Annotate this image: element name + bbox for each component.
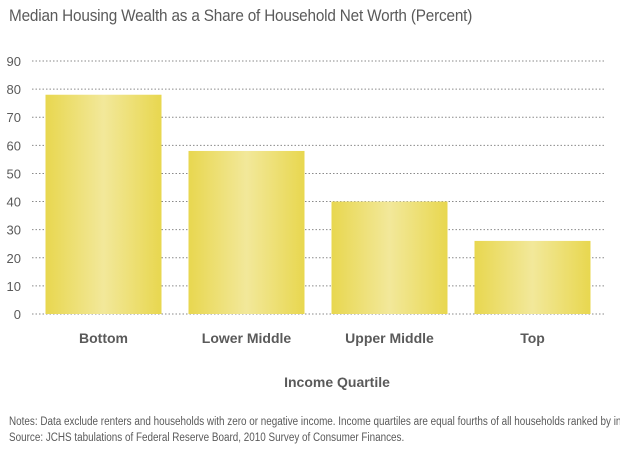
x-tick-label: Top: [520, 330, 545, 346]
source-line: Source: JCHS tabulations of Federal Rese…: [9, 432, 405, 444]
bar-top: [474, 240, 591, 314]
y-tick-label: 90: [7, 54, 21, 69]
bar-upper-middle: [331, 201, 448, 314]
y-tick-label: 70: [7, 110, 21, 125]
notes-line: Notes: Data exclude renters and househol…: [9, 416, 620, 428]
y-tick-label: 0: [14, 307, 21, 322]
x-tick-label: Upper Middle: [345, 330, 434, 346]
x-axis-ticks: Bottom Lower Middle Upper Middle Top: [79, 330, 545, 346]
bar-bottom: [45, 94, 162, 314]
x-tick-label: Bottom: [79, 330, 128, 346]
y-tick-label: 40: [7, 195, 21, 210]
y-tick-label: 80: [7, 82, 21, 97]
y-tick-label: 30: [7, 223, 21, 238]
x-tick-label: Lower Middle: [202, 330, 292, 346]
x-axis-label: Income Quartile: [284, 374, 390, 390]
y-tick-label: 50: [7, 166, 21, 181]
bars: [45, 94, 591, 314]
bar-lower-middle: [188, 150, 305, 314]
y-axis-ticks: 0 10 20 30 40 50 60 70 80 90: [7, 54, 21, 322]
chart-title: Median Housing Wealth as a Share of Hous…: [9, 6, 473, 25]
y-tick-label: 20: [7, 251, 21, 266]
y-tick-label: 60: [7, 138, 21, 153]
y-tick-label: 10: [7, 279, 21, 294]
chart-notes: Notes: Data exclude renters and househol…: [9, 414, 620, 446]
